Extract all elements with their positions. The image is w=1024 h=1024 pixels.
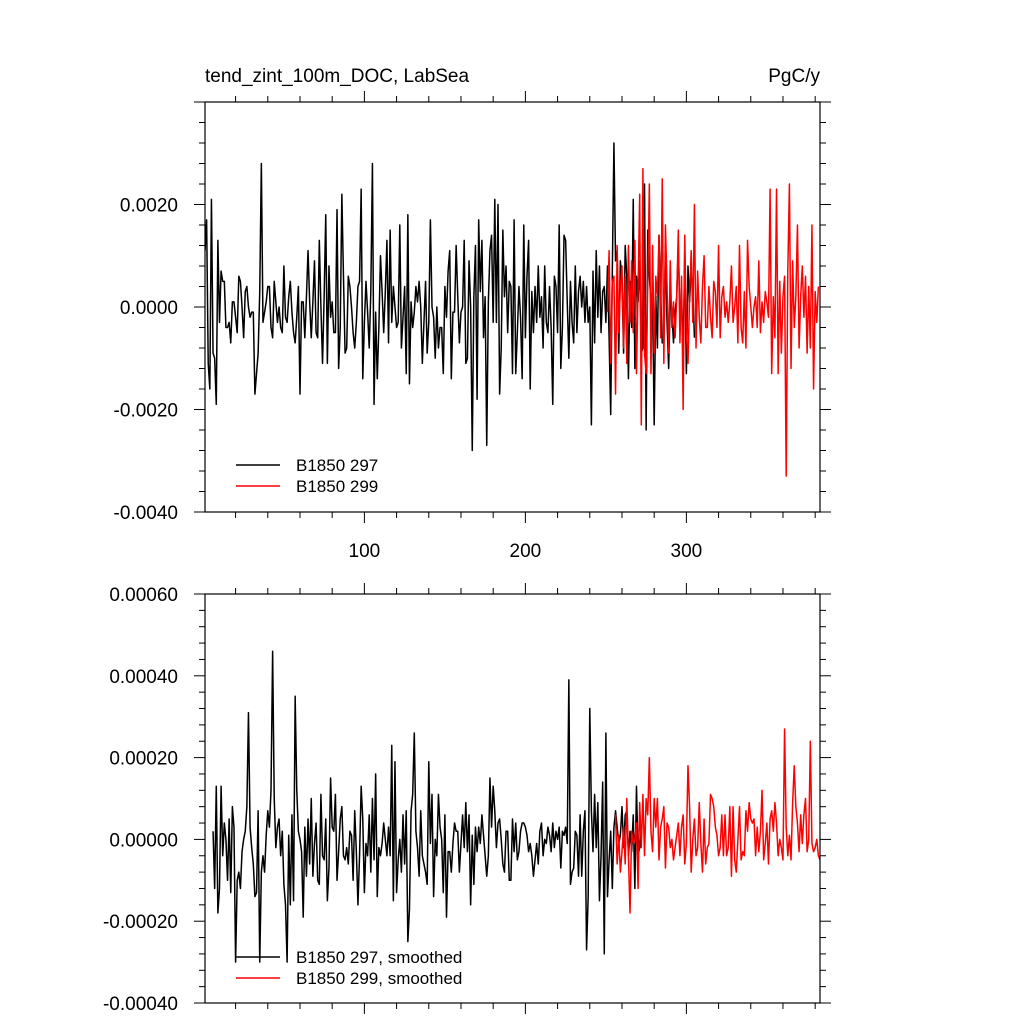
x-tick-label: 100 [349,541,381,562]
x-tick-label: 200 [510,541,542,562]
y-tick-label: 0.00040 [109,667,178,688]
y-tick-label: 0.00060 [109,585,178,606]
top-panel: -0.0040 -0.0020 0.0000 0.0020 100 200 300 B1850… [114,91,831,562]
y-tick-label: -0.00040 [103,994,178,1015]
units-label: PgC/y [768,66,820,87]
y-tick-label: 0.0000 [120,298,178,319]
series-line-1 [205,142,696,452]
y-tick-label: 0.00000 [109,830,178,851]
chart-title: tend_zint_100m_DOC, LabSea [205,66,469,87]
series-line-2 [614,728,820,914]
legend-label: B1850 297 [296,456,378,475]
legend-label: B1850 299, smoothed [296,969,462,988]
y-tick-label: 0.0020 [120,196,178,217]
series-line-1 [212,650,643,963]
x-tick-label: 300 [671,541,703,562]
y-tick-label: -0.0020 [114,401,178,422]
y-tick-label: -0.0040 [114,503,178,524]
bottom-panel: -0.00040 -0.00020 0.00000 0.00020 0.00040 0.0… [103,583,831,1015]
series-line-2 [606,167,820,477]
legend-label: B1850 299 [296,477,378,496]
y-tick-label: -0.00020 [103,912,178,933]
plot-frame [204,593,821,1004]
y-tick-label: 0.00020 [109,749,178,770]
legend-label: B1850 297, smoothed [296,948,462,967]
